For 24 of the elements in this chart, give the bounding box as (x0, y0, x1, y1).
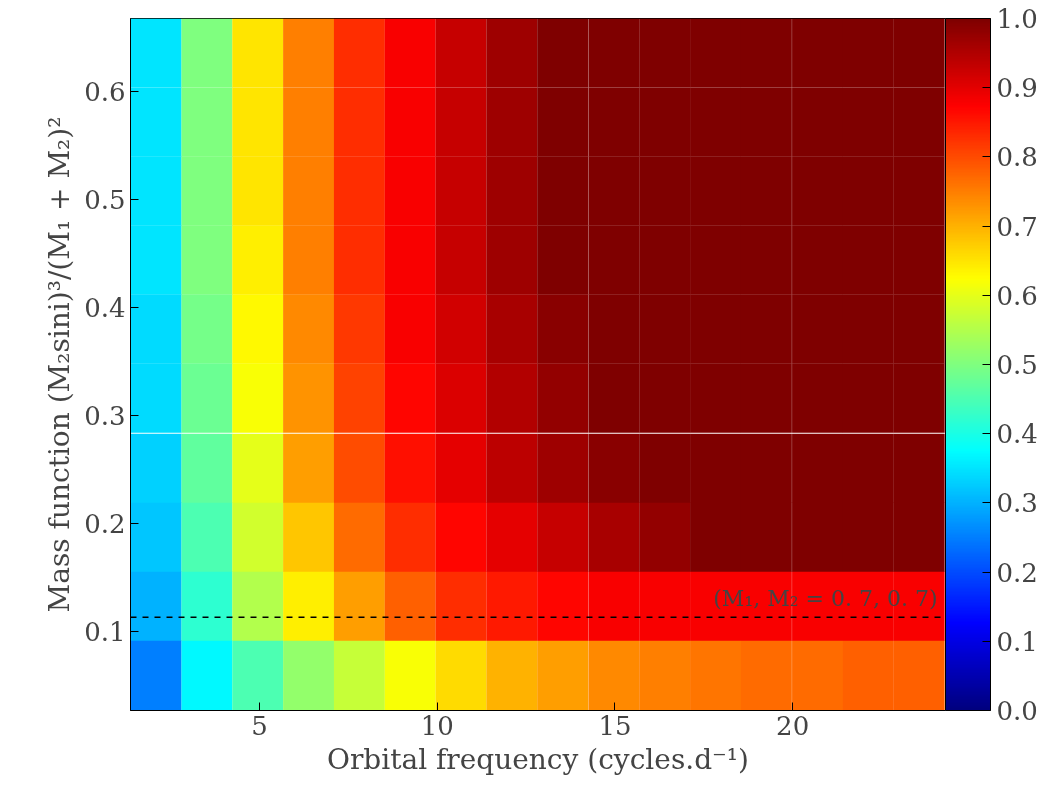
x-axis-title: Orbital frequency (cycles.d⁻¹) (326, 742, 750, 776)
y-tick-label: 0.1 (84, 616, 126, 647)
ref-line-label: (M₁, M₂ = 0. 7, 0. 7) (713, 586, 938, 612)
color-bar-label: 0.8 (996, 142, 1038, 173)
color-bar-label: 0.0 (996, 696, 1038, 726)
color-bar-label: 0.2 (996, 557, 1038, 588)
color-bar-label: 0.6 (996, 280, 1038, 311)
x-tick-label: 15 (598, 710, 632, 741)
color-bar-label: 0.7 (996, 211, 1038, 242)
x-tick-label: 5 (251, 710, 268, 741)
color-bar-label: 0.3 (996, 488, 1038, 519)
x-tick-label: 10 (420, 710, 454, 741)
y-tick-label: 0.2 (84, 508, 126, 539)
color-bar-label: 0.1 (996, 626, 1038, 657)
x-tick-label: 20 (776, 710, 810, 741)
y-tick-label: 0.5 (84, 185, 126, 216)
y-tick-label: 0.4 (84, 293, 126, 324)
color-bar-label: 1.0 (996, 4, 1038, 34)
y-axis-title: Mass function (M₂sini)³/(M₁ + M₂)² (43, 116, 77, 613)
color-bar-label: 0.5 (996, 350, 1038, 380)
color-bar-label: 0.4 (996, 419, 1038, 450)
color-bar-label: 0.9 (996, 73, 1038, 104)
y-tick-label: 0.3 (84, 400, 126, 431)
y-tick-label: 0.6 (84, 77, 126, 108)
